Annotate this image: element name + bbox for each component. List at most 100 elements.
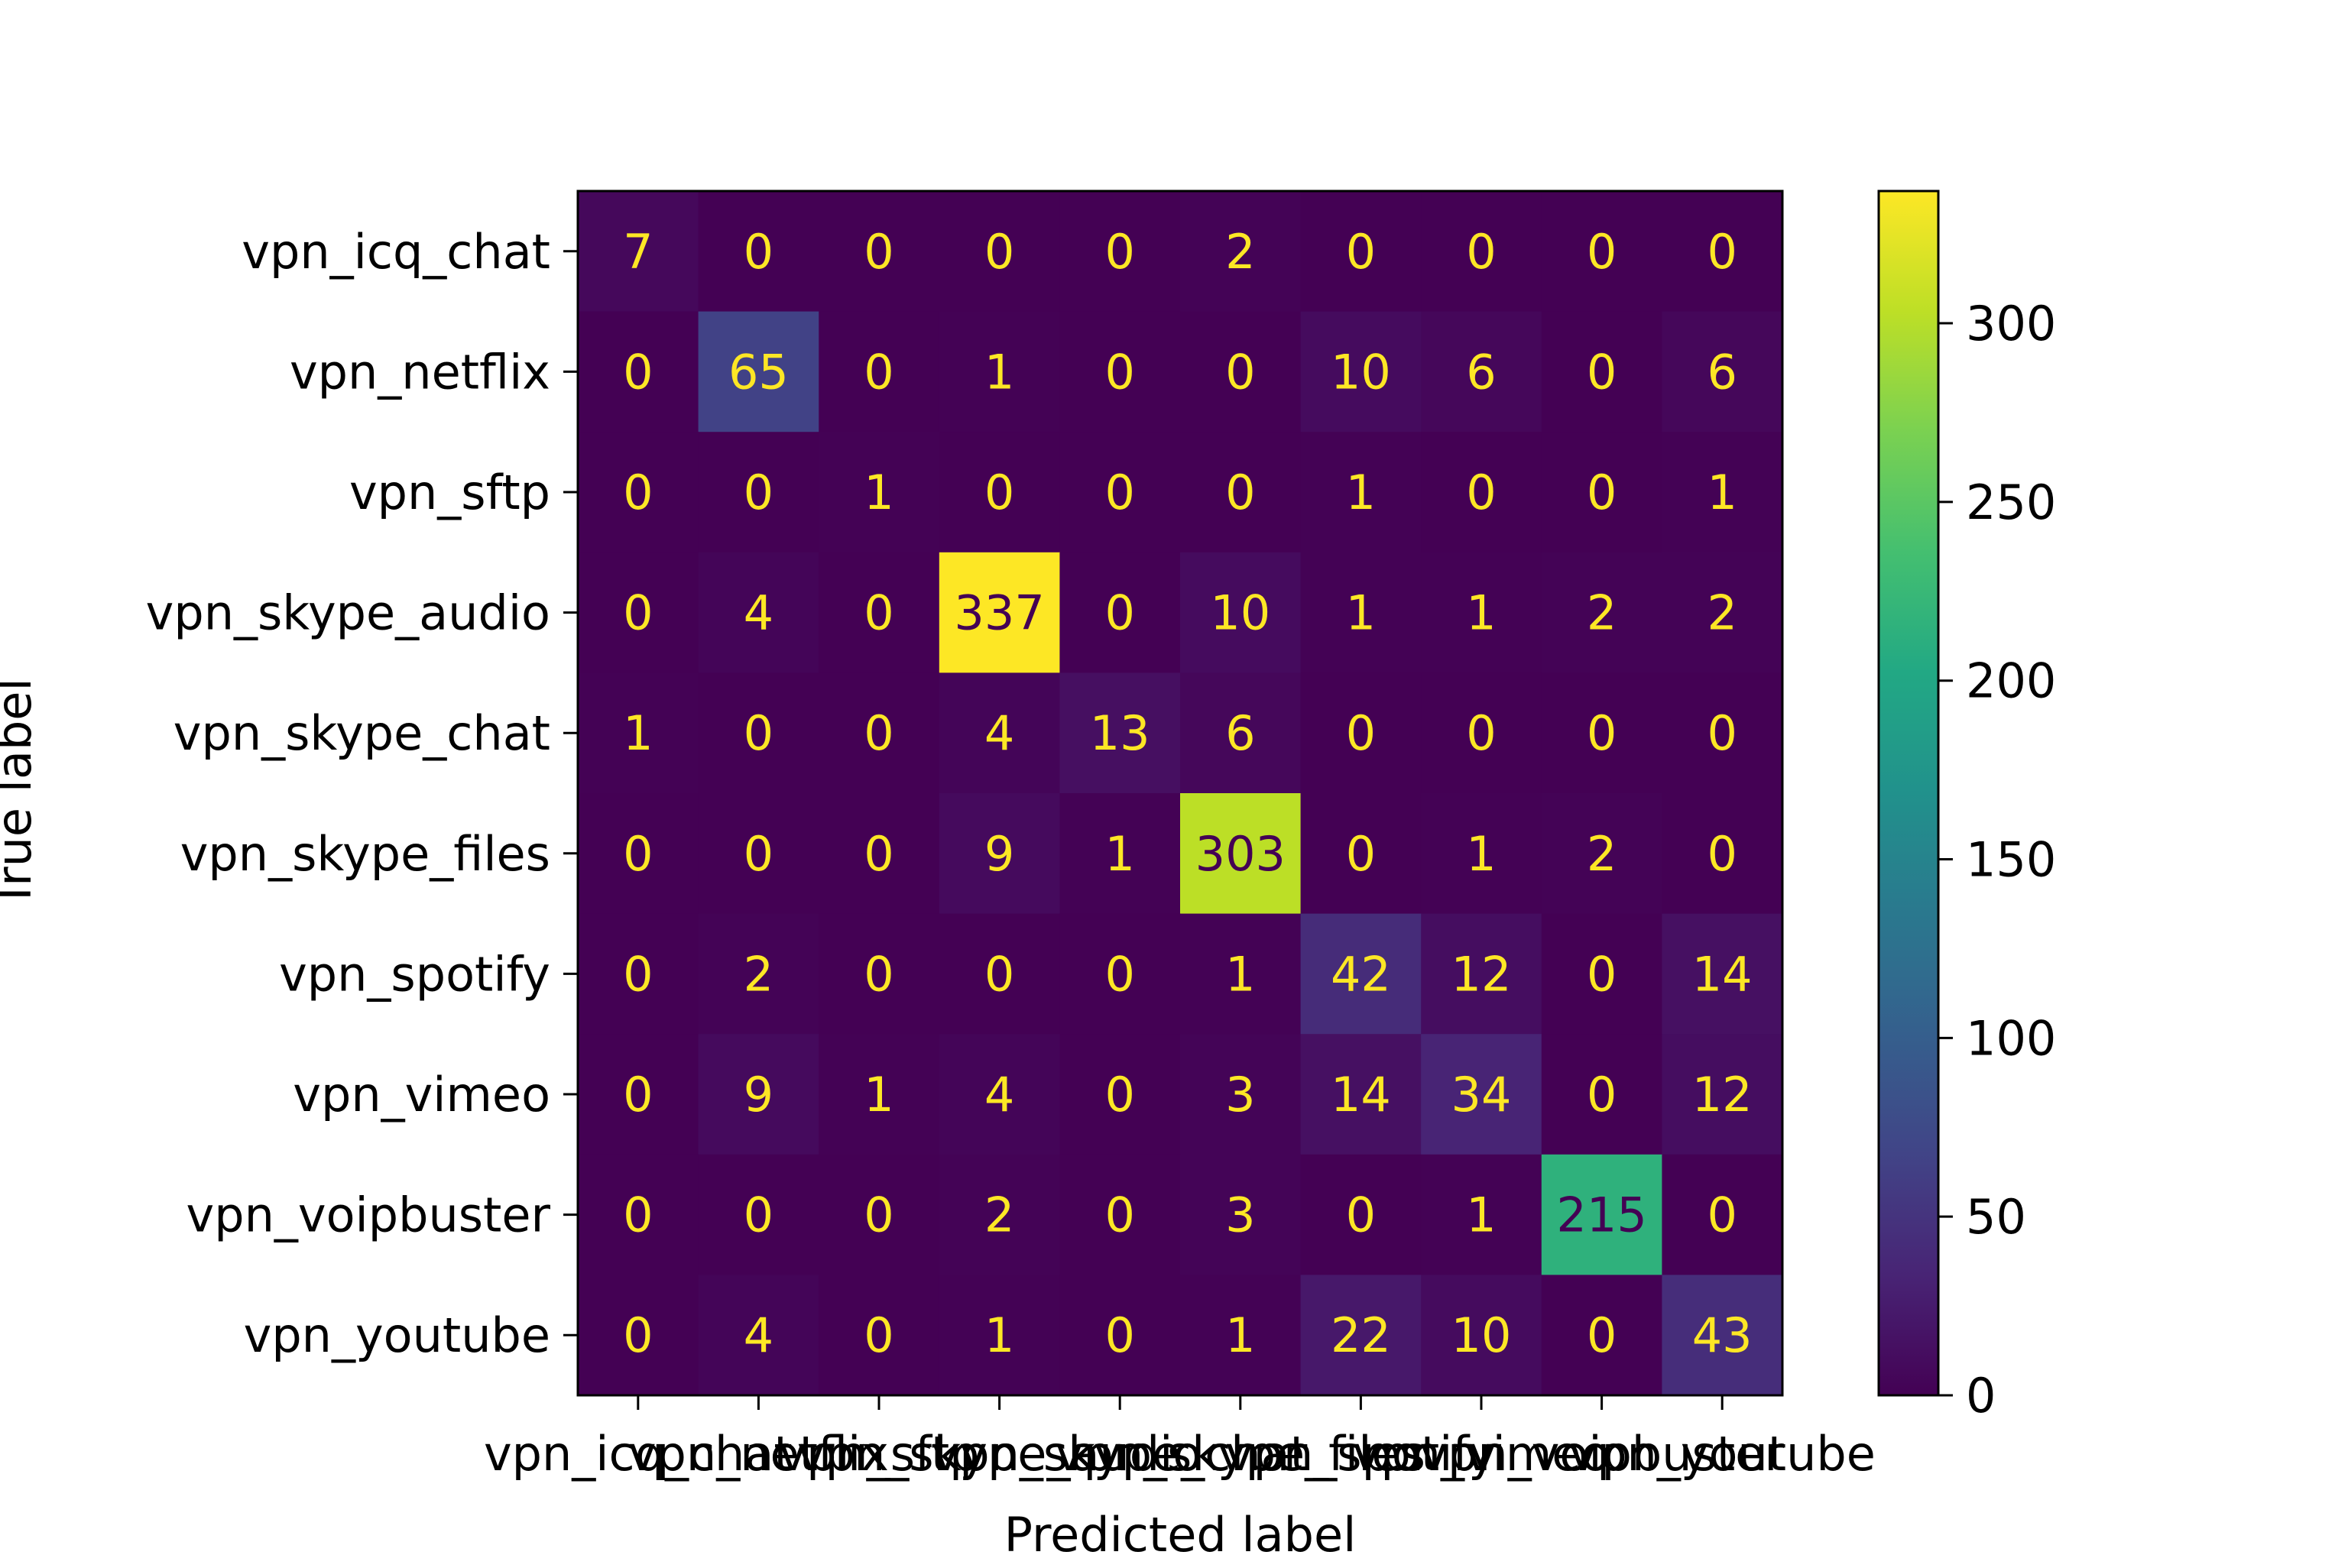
heatmap-cell (819, 913, 940, 1035)
heatmap-cell (819, 1275, 940, 1396)
heatmap-cell (1059, 432, 1181, 553)
cell-value: 1 (1466, 1187, 1496, 1243)
heatmap-cell (1541, 1034, 1662, 1155)
heatmap-cell (1662, 432, 1783, 553)
heatmap-cell (698, 1275, 819, 1396)
cell-value: 12 (1451, 946, 1512, 1002)
cell-value: 0 (744, 224, 773, 280)
cell-value: 0 (1707, 1187, 1737, 1243)
colorbar-tick-label: 300 (1966, 296, 2056, 352)
colorbar-tick-label: 250 (1966, 475, 2056, 530)
cell-value: 0 (1587, 1067, 1617, 1123)
cell-value: 0 (1707, 224, 1737, 280)
heatmap-cell (1541, 913, 1662, 1035)
heatmap-cell (1541, 311, 1662, 432)
cell-value: 13 (1090, 705, 1150, 761)
plot-frame (576, 190, 1784, 1397)
cell-value: 0 (984, 465, 1014, 520)
x-axis-label: Predicted label (1004, 1507, 1357, 1563)
cell-value: 0 (1104, 465, 1134, 520)
heatmap-cell (1300, 1154, 1422, 1275)
x-tick-label: vpn_netflix (628, 1426, 889, 1482)
heatmap-cell (1059, 672, 1181, 794)
heatmap-cell (1300, 191, 1422, 313)
cell-value: 1 (1104, 826, 1134, 882)
cell-value: 0 (1466, 705, 1496, 761)
heatmap-cell (1541, 432, 1662, 553)
cell-value: 0 (623, 826, 653, 882)
cell-value: 0 (623, 465, 653, 520)
cell-value: 9 (984, 826, 1014, 882)
heatmap-cell (1300, 1275, 1422, 1396)
cell-value: 6 (1225, 705, 1255, 761)
heatmap-cell (698, 191, 819, 313)
heatmap-cell (939, 672, 1060, 794)
heatmap-cell (1300, 672, 1422, 794)
cell-value: 0 (1466, 465, 1496, 520)
y-tick-label: vpn_vimeo (293, 1067, 550, 1123)
cell-value: 1 (1225, 1307, 1255, 1363)
cell-value: 6 (1707, 344, 1737, 400)
x-tick-label: vpn_icq_chat (484, 1426, 793, 1482)
heatmap-cell (1421, 1034, 1542, 1155)
x-tick-label: vpn_youtube (1569, 1426, 1876, 1482)
cell-value: 1 (1225, 946, 1255, 1002)
heatmap-cell (1059, 913, 1181, 1035)
heatmap-cell (1541, 672, 1662, 794)
cell-value: 0 (864, 705, 893, 761)
cell-value: 14 (1692, 946, 1753, 1002)
cell-value: 34 (1451, 1067, 1512, 1123)
heatmap-cell (1541, 1154, 1662, 1275)
heatmap-cell (1059, 1034, 1181, 1155)
heatmap-cell (1180, 311, 1302, 432)
heatmap-cell (698, 552, 819, 673)
heatmap-cell (819, 432, 940, 553)
heatmap-cell (819, 793, 940, 915)
cell-value: 0 (864, 224, 893, 280)
colorbar-tick-label: 0 (1966, 1368, 1996, 1424)
heatmap-cell (819, 1154, 940, 1275)
cell-value: 0 (1707, 826, 1737, 882)
cell-value: 0 (1466, 224, 1496, 280)
x-tick-label: vpn_skype_chat (932, 1426, 1309, 1482)
cell-value: 0 (864, 946, 893, 1002)
heatmap-cell (1059, 1275, 1181, 1396)
heatmap-cell (1300, 552, 1422, 673)
cell-value: 215 (1556, 1187, 1646, 1243)
cell-value: 65 (728, 344, 789, 400)
heatmap-cell (819, 672, 940, 794)
y-axis-label: True label (0, 678, 42, 909)
cell-value: 0 (744, 1187, 773, 1243)
cell-value: 0 (1587, 465, 1617, 520)
heatmap-cell (1180, 1154, 1302, 1275)
cell-value: 0 (1587, 344, 1617, 400)
heatmap-cell (819, 191, 940, 313)
cell-value: 2 (744, 946, 773, 1002)
heatmap-cell (1541, 552, 1662, 673)
heatmap-cell (578, 672, 699, 794)
cell-value: 0 (1104, 224, 1134, 280)
heatmap-cell (939, 1275, 1060, 1396)
cell-value: 42 (1331, 946, 1391, 1002)
cell-value: 0 (1587, 224, 1617, 280)
heatmap-cell (698, 913, 819, 1035)
heatmap-cell (1662, 1275, 1783, 1396)
cell-value: 0 (744, 465, 773, 520)
heatmap-cell (939, 432, 1060, 553)
heatmap-cells (578, 191, 1783, 1396)
cell-value: 12 (1692, 1067, 1753, 1123)
cell-value: 0 (1587, 1307, 1617, 1363)
cell-value: 0 (1346, 705, 1376, 761)
y-axis: vpn_icq_chat vpn_netflix vpn_sftp vpn_skype… (146, 224, 578, 1363)
cell-value: 0 (864, 826, 893, 882)
heatmap-cell (698, 672, 819, 794)
heatmap-cell (939, 1154, 1060, 1275)
heatmap-cell (1059, 191, 1181, 313)
heatmap-cell (939, 311, 1060, 432)
cell-value: 0 (864, 585, 893, 641)
y-tick-label: vpn_spotify (279, 946, 550, 1002)
x-tick-label: vpn_voipbuster (1419, 1426, 1784, 1482)
cell-value: 0 (623, 1187, 653, 1243)
heatmap-cell (939, 552, 1060, 673)
cell-value: 1 (864, 1067, 893, 1123)
